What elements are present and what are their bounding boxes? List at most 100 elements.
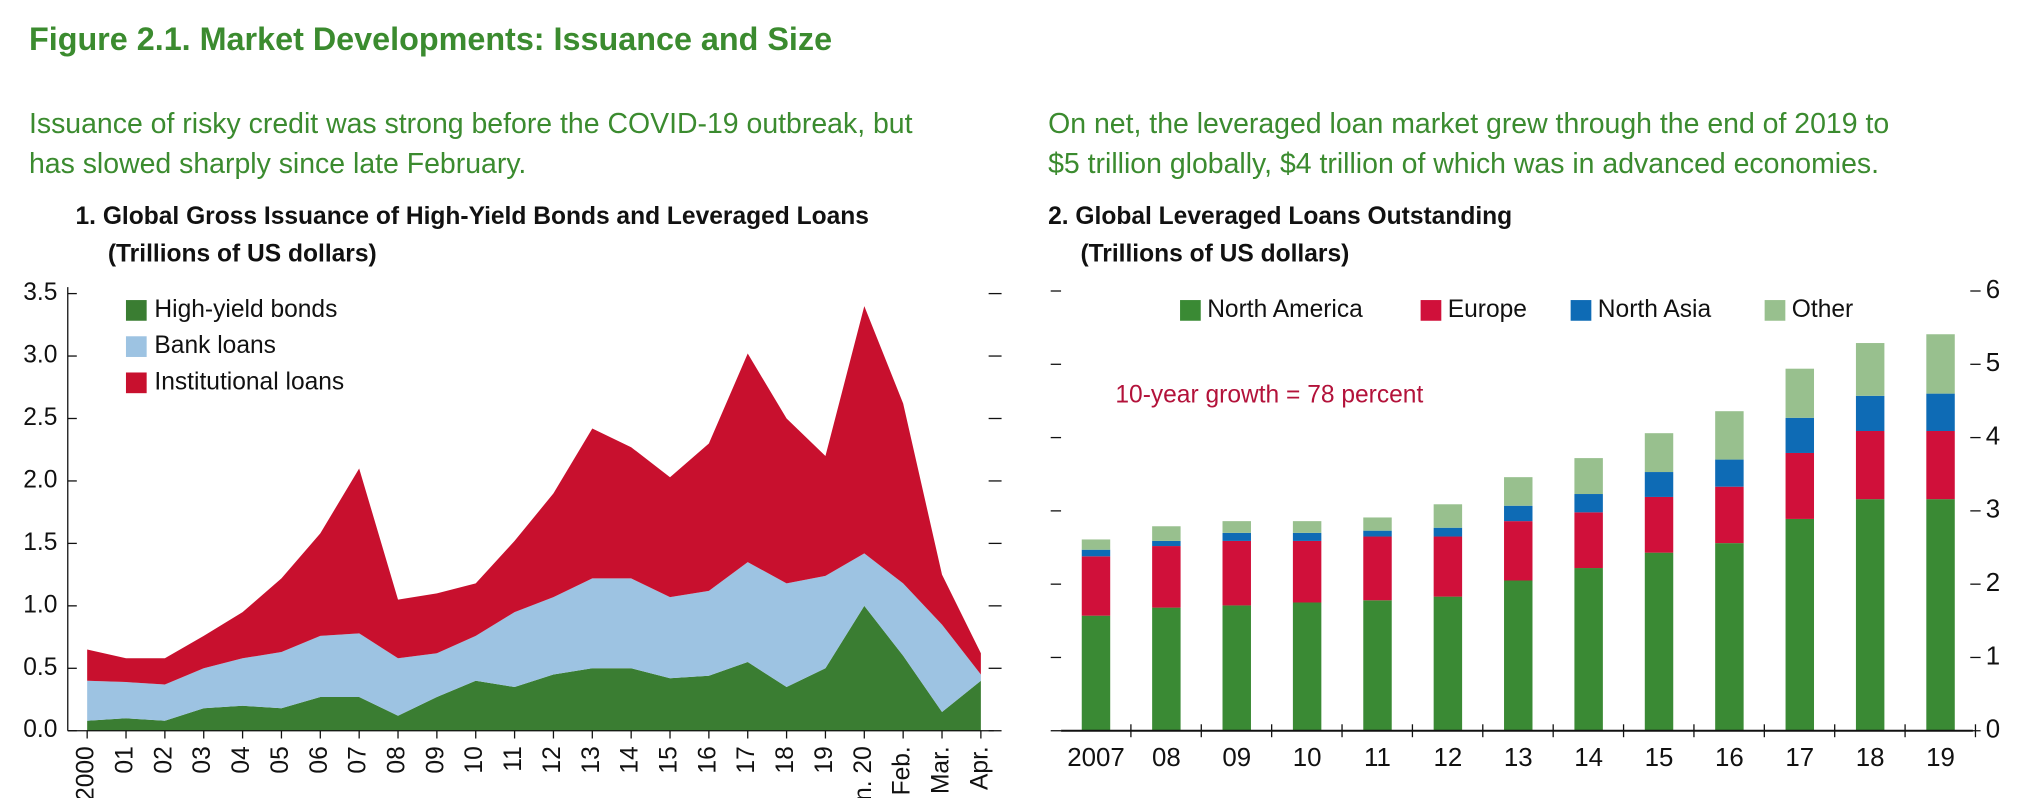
figure-title: Figure 2.1. Market Developments: Issuanc…: [29, 21, 832, 57]
x-tick-label: 12: [539, 746, 566, 773]
x-tick-label: 08: [384, 746, 411, 773]
bar: [1152, 540, 1181, 547]
bar: [1363, 600, 1392, 731]
bar: [1715, 411, 1744, 460]
chart-subtitle: (Trillions of US dollars): [1080, 240, 1349, 267]
x-tick-label: 17: [1785, 744, 1814, 772]
x-tick-label: Apr.: [966, 746, 993, 790]
bar: [1785, 417, 1815, 453]
caption: $5 trillion globally, $4 trillion of whi…: [1048, 148, 1879, 180]
bar: [1152, 526, 1181, 541]
bar: [1363, 536, 1392, 601]
y-tick-label: 3.0: [23, 342, 57, 369]
bar: [1504, 477, 1533, 506]
legend-swatch: [125, 336, 147, 357]
legend-swatch: [125, 372, 147, 394]
legend-label: Institutional loans: [154, 368, 344, 395]
bar: [1855, 395, 1885, 431]
bar: [1152, 546, 1181, 608]
chart-title: 2. Global Leveraged Loans Outstanding: [1048, 203, 1512, 230]
bar: [1292, 521, 1322, 533]
x-tick-label: 17: [733, 746, 760, 773]
x-tick-label: 01: [112, 746, 139, 773]
bar: [1644, 496, 1674, 553]
bar: [1433, 504, 1463, 528]
bar: [1292, 540, 1322, 603]
x-tick-label: 06: [306, 746, 333, 773]
x-tick-label: 08: [1152, 744, 1181, 772]
area: [87, 553, 981, 721]
x-tick-label: 10: [1293, 744, 1322, 772]
legend-swatch: [1570, 300, 1592, 321]
chart-title: 1. Global Gross Issuance of High-Yield B…: [76, 203, 869, 230]
legend-swatch: [1420, 300, 1442, 321]
bar: [1785, 518, 1815, 731]
bar: [1926, 334, 1955, 394]
x-tick-label: 13: [578, 746, 605, 773]
bar: [1433, 536, 1463, 597]
legend-label: High-yield bonds: [154, 296, 337, 323]
bar: [1081, 549, 1111, 557]
bar: [1081, 539, 1111, 550]
x-tick-label: 19: [811, 746, 838, 773]
x-tick-label: 14: [1574, 744, 1603, 772]
x-tick-label: 18: [1856, 744, 1885, 772]
bar: [1152, 607, 1181, 731]
x-tick-label: 11: [1364, 744, 1391, 772]
bar: [1433, 596, 1463, 731]
caption: has slowed sharply since late February.: [29, 148, 526, 180]
area: [87, 306, 981, 685]
bar: [1504, 521, 1533, 581]
y-tick-label: 0: [1986, 716, 2000, 744]
y-tick-label: 0.5: [23, 654, 57, 681]
x-tick-label: 14: [617, 746, 644, 773]
bar: [1785, 368, 1815, 418]
bar: [1644, 433, 1674, 473]
bar: [1644, 552, 1674, 731]
caption: On net, the leveraged loan market grew t…: [1048, 108, 1889, 140]
x-tick-label: Jan. 20: [850, 746, 877, 798]
bar: [1081, 556, 1111, 616]
bar: [1855, 343, 1885, 396]
legend-label: North Asia: [1598, 296, 1712, 323]
annotation: 10-year growth = 78 percent: [1115, 381, 1423, 408]
bar: [1715, 486, 1744, 544]
caption: Issuance of risky credit was strong befo…: [29, 108, 913, 140]
bar: [1363, 517, 1392, 531]
y-tick-label: 1.5: [23, 529, 57, 556]
x-tick-label: Mar.: [928, 746, 955, 794]
x-tick-label: 13: [1504, 744, 1533, 772]
x-tick-label: 2000: [73, 746, 100, 798]
y-tick-label: 3: [1986, 496, 2000, 524]
legend-label: Europe: [1448, 296, 1527, 323]
x-tick-label: 2007: [1067, 744, 1125, 772]
x-tick-label: 16: [1715, 744, 1744, 772]
x-tick-label: 12: [1433, 744, 1462, 772]
bar: [1926, 499, 1955, 731]
bar: [1222, 605, 1251, 731]
legend-label: Bank loans: [154, 332, 276, 359]
bar: [1715, 459, 1744, 487]
legend-swatch: [1180, 300, 1201, 321]
bar: [1644, 472, 1674, 497]
x-tick-label: 15: [656, 746, 683, 773]
bar: [1926, 393, 1955, 431]
x-tick-label: 09: [422, 746, 449, 773]
legend-label: Other: [1792, 296, 1853, 323]
chart-subtitle: (Trillions of US dollars): [108, 240, 377, 267]
bar: [1504, 505, 1533, 522]
x-tick-label: 04: [228, 746, 255, 773]
y-tick-label: 6: [1986, 276, 2000, 304]
x-tick-label: 19: [1926, 744, 1955, 772]
legend-swatch: [125, 300, 147, 321]
bar: [1292, 602, 1322, 731]
x-tick-label: 05: [267, 746, 294, 773]
bar: [1504, 580, 1533, 731]
y-tick-label: 5: [1986, 349, 2000, 377]
bar: [1855, 430, 1885, 500]
bar: [1574, 512, 1603, 569]
y-tick-label: 0.0: [23, 716, 57, 743]
legend-label: North America: [1207, 296, 1363, 323]
x-tick-label: 03: [189, 746, 216, 773]
